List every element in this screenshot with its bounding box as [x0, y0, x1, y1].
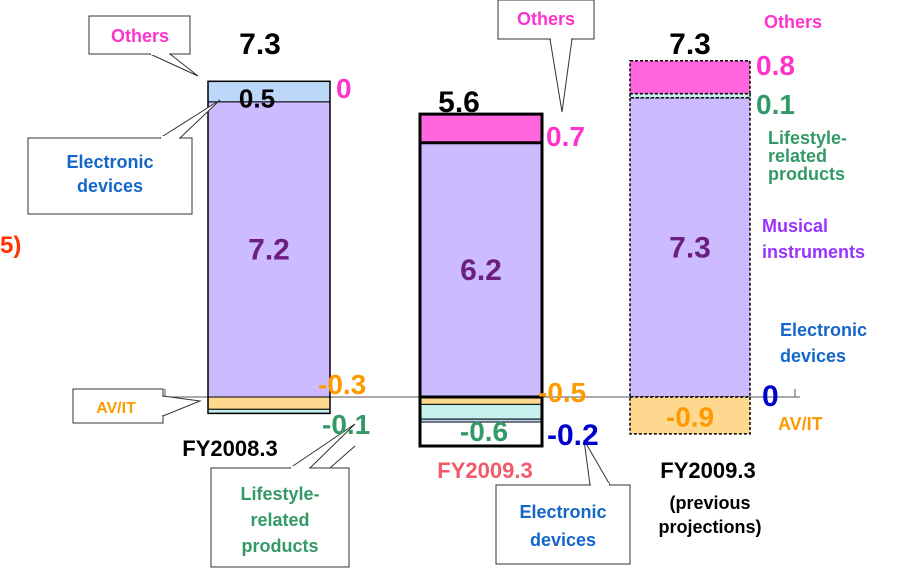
callout-electronic-1-text-line-1: Electronic	[66, 152, 153, 172]
callout-electronic-1-seam	[161, 136, 179, 139]
bar-1-category-label: FY2008.3	[182, 436, 277, 461]
callout-others-2-seam	[551, 37, 571, 40]
callout-others-2-text: Others	[517, 9, 575, 29]
callout-others-2-box	[497, 0, 595, 40]
callout-others-1-tail	[149, 53, 199, 77]
callout-lifestyle-1-text-line-3: products	[241, 536, 318, 556]
bar-2-lifestyle-value: -0.6	[460, 416, 508, 447]
bar-2-electronic-value: -0.2	[547, 419, 599, 452]
callout-electronic-2-text-line-2: devices	[530, 530, 596, 550]
bar-3-electronic-value: 0	[762, 380, 779, 413]
bar-1-musical-segment	[207, 101, 331, 398]
callout-electronic-1-text-line-2: devices	[77, 176, 143, 196]
callout-lifestyle-1	[210, 423, 356, 568]
bar-1-musical-value: 7.2	[248, 233, 290, 266]
bar-1-avit-value: -0.3	[318, 369, 366, 400]
side-label-lifestyle-line-2: related	[768, 146, 827, 166]
bar-3-others-segment	[629, 60, 751, 95]
callout-others-1	[88, 15, 199, 77]
callout-avit-1-tail	[162, 395, 202, 417]
callout-avit-1-seam	[161, 397, 164, 415]
bar-3-sublabel-line-1: (previous	[669, 493, 750, 513]
side-label-lifestyle-line-1: Lifestyle-	[768, 128, 847, 148]
callout-lifestyle-1-box	[210, 467, 350, 568]
callout-electronic-1	[27, 99, 221, 215]
bar-2-avit-value: -0.5	[538, 377, 586, 408]
side-label-electronic-line-2: devices	[780, 346, 846, 366]
callout-electronic-2-seam	[591, 483, 609, 486]
bar-2-category-label: FY2009.3	[437, 458, 532, 483]
bar-2-total: 5.6	[438, 86, 480, 119]
callout-others-2-tail	[549, 38, 573, 113]
callout-lifestyle-1-leader	[329, 445, 356, 469]
bar-3-avit-segment	[629, 396, 751, 435]
bar-3-total: 7.3	[669, 28, 711, 61]
bar-1-outline	[207, 80, 331, 415]
callout-avit-1-box	[72, 388, 164, 424]
bar-3-lifestyle-value: 0.1	[756, 89, 795, 120]
callout-avit-1-text: AV/IT	[96, 400, 136, 417]
callout-others-1-box	[88, 15, 191, 55]
bar-2-others-value: 0.7	[546, 121, 585, 152]
callout-others-1-text: Others	[111, 26, 169, 46]
bar-3-others-value: 0.8	[756, 50, 795, 81]
bar-3-category-label: FY2009.3	[660, 458, 755, 483]
side-label-electronic-line-1: Electronic	[780, 320, 867, 340]
callout-avit-1	[72, 388, 202, 424]
bar-1-electronic-value: 0.5	[239, 83, 275, 113]
callout-electronic-1-box	[27, 137, 193, 215]
side-label-others: Others	[764, 12, 822, 32]
callout-electronic-2-box	[495, 484, 631, 565]
bar-1-others-value: 0	[336, 73, 352, 104]
bar-3-avit-value: -0.9	[666, 401, 714, 432]
callout-lifestyle-1-text-line-1: Lifestyle-	[240, 484, 319, 504]
side-label-lifestyle-line-3: products	[768, 164, 845, 184]
bar-1-total: 7.3	[239, 28, 281, 61]
callout-others-1-seam	[151, 52, 169, 55]
bar-1-lifestyle-value: -0.1	[322, 409, 370, 440]
side-label-avit: AV/IT	[778, 414, 823, 434]
side-label-musical-line-2: instruments	[762, 242, 865, 262]
bar-2-outline	[418, 112, 544, 448]
callout-lifestyle-1-seam	[291, 466, 309, 469]
side-label-musical-line-1: Musical	[762, 216, 828, 236]
bar-3-sublabel-line-2: projections)	[658, 517, 761, 537]
callout-electronic-2-text-line-1: Electronic	[519, 502, 606, 522]
callout-lifestyle-1-text-line-2: related	[250, 510, 309, 530]
callout-others-2	[497, 0, 595, 113]
clipped-left-text: 5)	[0, 232, 21, 259]
bar-1-avit-segment	[207, 396, 331, 410]
bar-3-musical-value: 7.3	[669, 231, 711, 264]
callout-electronic-2	[495, 439, 631, 565]
bar-2-musical-value: 6.2	[460, 254, 502, 287]
